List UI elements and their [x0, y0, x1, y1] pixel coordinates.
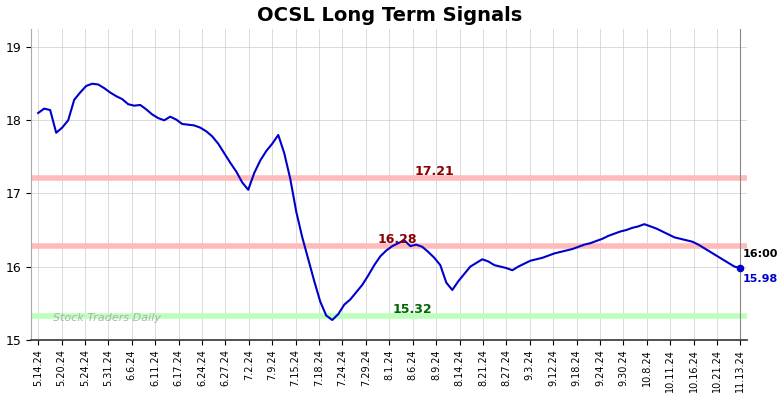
Text: 15.32: 15.32: [393, 302, 433, 316]
Text: 15.98: 15.98: [742, 274, 778, 284]
Point: [734, 265, 746, 271]
Text: Stock Traders Daily: Stock Traders Daily: [53, 313, 161, 323]
Text: 17.21: 17.21: [415, 165, 455, 178]
Text: 16.28: 16.28: [378, 233, 417, 246]
Text: 16:00: 16:00: [742, 249, 778, 259]
Title: OCSL Long Term Signals: OCSL Long Term Signals: [256, 6, 522, 25]
